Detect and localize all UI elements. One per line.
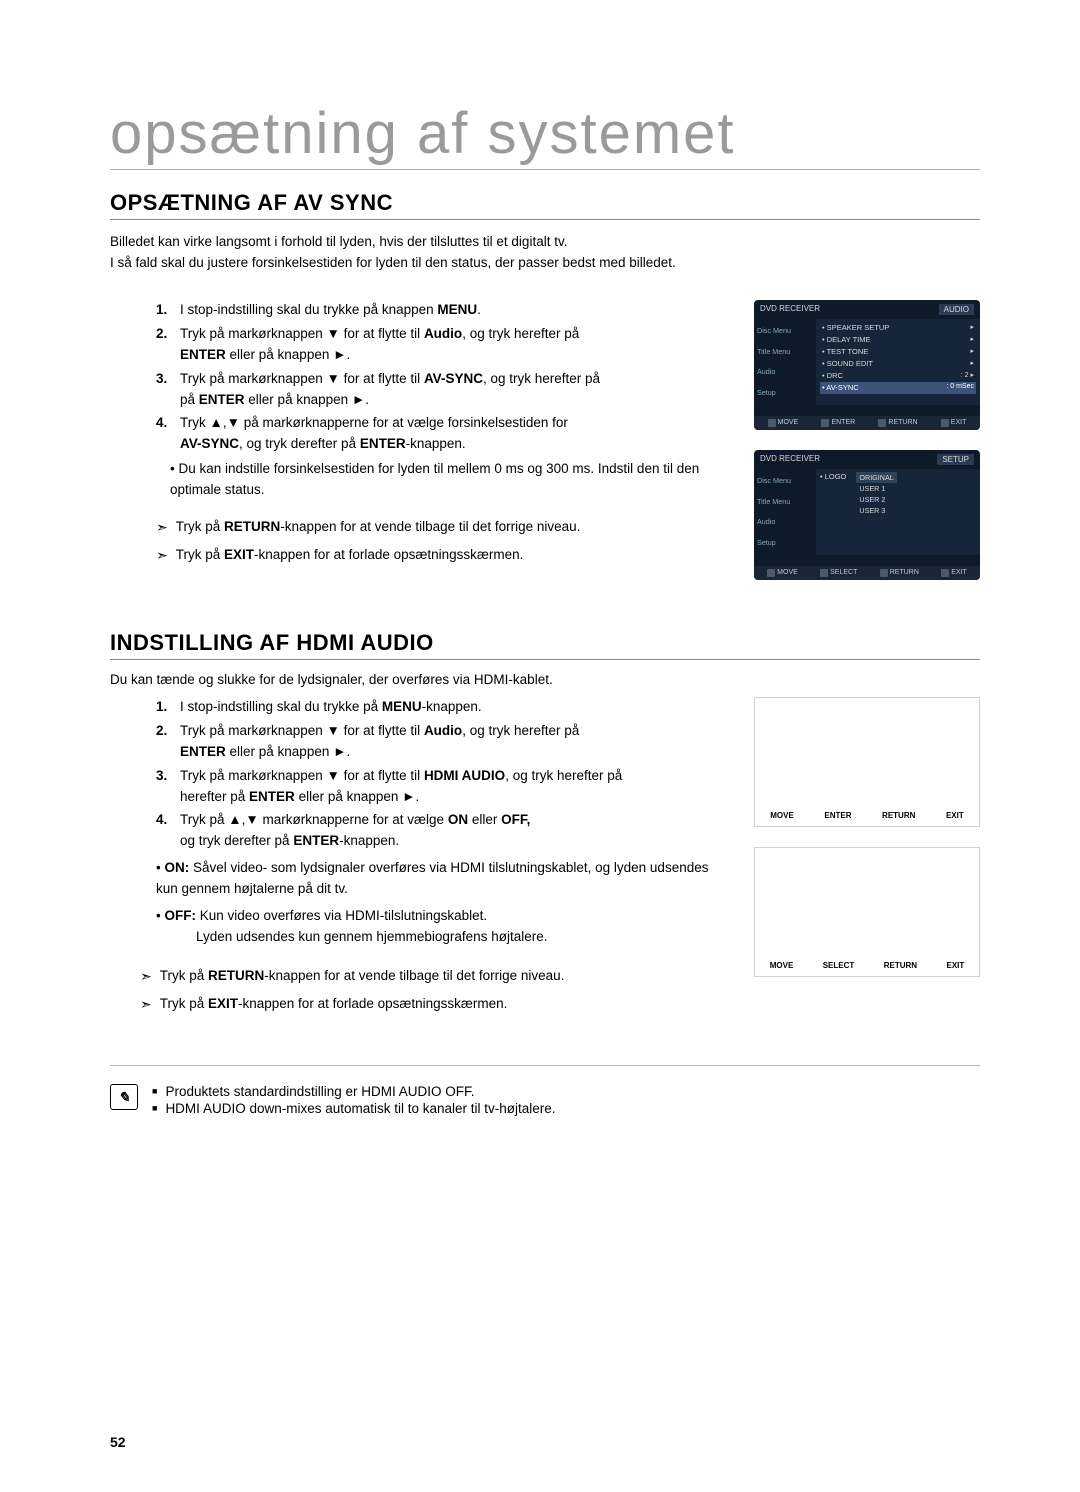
note-icon: ✎: [110, 1084, 138, 1110]
note-block: ✎ ■Produktets standardindstilling er HDM…: [110, 1065, 980, 1118]
arrow-icon: ➣: [140, 994, 152, 1016]
intro-line: Billedet kan virke langsomt i forhold ti…: [110, 232, 980, 253]
tv-screenshot-audio: DVD RECEIVERAUDIO Disc Menu Title Menu A…: [754, 300, 980, 430]
section2-heading: INDSTILLING AF HDMI AUDIO: [110, 630, 980, 660]
section1-text: 1.I stop-indstilling skal du trykke på k…: [110, 300, 732, 580]
arrow-icon: ➣: [140, 966, 152, 988]
page-number: 52: [110, 1434, 126, 1450]
section2-text: 1.I stop-indstilling skal du trykke på M…: [110, 697, 732, 1016]
blank-screenshot: MOVEENTERRETURNEXIT: [754, 697, 980, 827]
arrow-icon: ➣: [156, 517, 168, 539]
section2-intro: Du kan tænde og slukke for de lydsignale…: [110, 672, 980, 687]
arrow-icon: ➣: [156, 545, 168, 567]
page-title: opsætning af systemet: [110, 100, 980, 170]
section1-intro: Billedet kan virke langsomt i forhold ti…: [110, 232, 980, 274]
blank-screenshot: MOVESELECTRETURNEXIT: [754, 847, 980, 977]
section1-heading: OPSÆTNING AF AV SYNC: [110, 190, 980, 220]
tv-screenshot-setup: DVD RECEIVERSETUP Disc Menu Title Menu A…: [754, 450, 980, 580]
intro-line: I så fald skal du justere forsinkelsesti…: [110, 253, 980, 274]
